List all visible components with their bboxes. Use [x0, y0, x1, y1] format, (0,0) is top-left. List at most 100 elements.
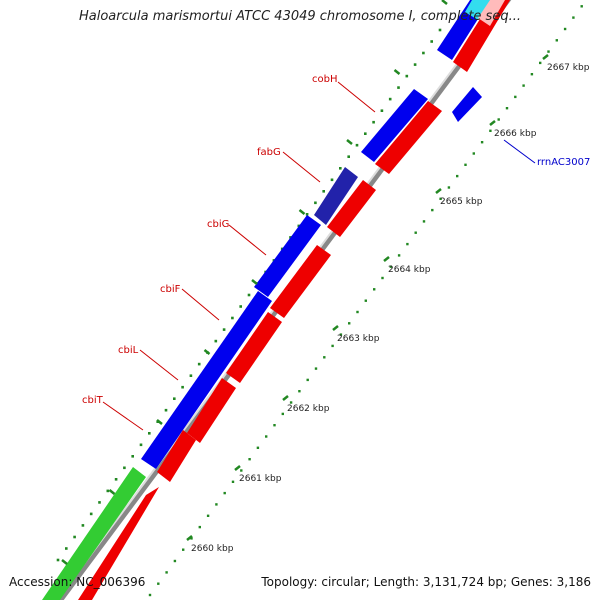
guide-dot	[397, 86, 400, 89]
guide-dot	[364, 299, 367, 302]
guide-dot	[106, 489, 110, 493]
cds-forward[interactable]	[361, 89, 428, 162]
guide-dot	[406, 242, 409, 246]
cds-reverse[interactable]	[157, 430, 196, 482]
guide-dot	[89, 512, 93, 516]
guide-dot	[389, 265, 392, 268]
connector-cbiG	[228, 224, 267, 256]
connector-rrnAC3007	[503, 139, 536, 164]
tick-2660	[186, 535, 193, 541]
guide-dot	[405, 74, 409, 78]
guide-dot	[314, 201, 317, 205]
gene-label-cobH[interactable]: cobH	[312, 74, 337, 85]
guide-dot	[198, 525, 201, 529]
gene-label-cbiF[interactable]: cbiF	[160, 284, 181, 295]
minor-tick	[156, 419, 163, 425]
gene-label-cbiT[interactable]: cbiT	[82, 395, 104, 406]
guide-dot	[148, 432, 151, 435]
minor-tick	[251, 279, 258, 285]
cds-reverse[interactable]	[375, 101, 442, 174]
guide-dot	[214, 339, 218, 343]
guide-dot	[505, 107, 509, 110]
guide-dot	[380, 109, 384, 112]
minor-tick	[298, 209, 306, 215]
guide-dot	[489, 129, 492, 132]
cds-forward-rrnAC3007[interactable]	[452, 87, 482, 122]
guide-dot	[305, 213, 309, 216]
connector-cobH	[337, 81, 376, 113]
gene-label-cbiG[interactable]: cbiG	[207, 219, 229, 230]
connector-cbiF	[181, 288, 220, 321]
cds-forward[interactable]	[254, 215, 321, 297]
guide-dot	[164, 408, 168, 412]
tick-label-2660: 2660 kbp	[191, 544, 234, 554]
guide-dot	[181, 385, 184, 389]
cds-cyan[interactable]	[465, 0, 490, 20]
guide-dot	[430, 40, 433, 43]
guide-dot	[248, 458, 251, 461]
guide-dots	[56, 5, 583, 597]
tick-label-2664: 2664 kbp	[388, 265, 431, 275]
guide-dot	[331, 344, 334, 348]
guide-dot	[373, 288, 376, 291]
guide-dot	[464, 163, 467, 166]
guide-dot	[472, 152, 475, 155]
guide-dot	[555, 39, 558, 42]
gene-label-rrnAC3007[interactable]: rrnAC3007	[537, 157, 590, 168]
guide-dot	[480, 141, 484, 144]
gene-label-cbiL[interactable]: cbiL	[118, 345, 139, 356]
cds-forward[interactable]	[141, 291, 272, 469]
connector-fabG	[282, 151, 321, 183]
guide-dot	[256, 446, 260, 449]
guide-dot	[580, 5, 583, 8]
cds-reverse[interactable]	[327, 180, 376, 237]
cds-reverse[interactable]	[453, 0, 510, 72]
guide-dot	[173, 559, 177, 563]
guide-dot	[388, 97, 392, 101]
guide-dot	[439, 197, 442, 200]
guide-dot	[65, 547, 68, 550]
guide-dot	[514, 95, 517, 99]
gene-label-connectors	[102, 81, 536, 431]
guide-dot	[189, 374, 193, 377]
gene-feature-green[interactable]	[42, 467, 146, 600]
cds-pink[interactable]	[478, 0, 505, 26]
minor-tick	[108, 489, 116, 495]
feature-track-outer	[42, 0, 490, 600]
guide-dot	[530, 73, 534, 76]
guide-dot	[247, 293, 251, 297]
guide-dot	[348, 322, 351, 325]
guide-dot	[522, 84, 525, 87]
guide-dot	[56, 558, 60, 562]
cds-reverse[interactable]	[270, 245, 331, 318]
guide-dot	[289, 401, 293, 404]
guide-dot	[413, 63, 417, 66]
gene-label-fabG[interactable]: fabG	[257, 147, 281, 158]
connector-cbiT	[102, 401, 144, 431]
guide-dot	[190, 537, 193, 540]
guide-dot	[372, 120, 375, 124]
guide-dot	[139, 443, 143, 447]
minor-tick	[61, 559, 68, 565]
cds-reverse[interactable]	[187, 378, 236, 443]
guide-dot	[231, 316, 234, 320]
cds-forward-selected[interactable]	[314, 167, 358, 225]
tick-2664	[383, 256, 390, 262]
tick-label-2665: 2665 kbp	[440, 197, 483, 207]
minor-tick	[346, 139, 353, 145]
cds-reverse[interactable]	[226, 312, 282, 383]
tick-label-2663: 2663 kbp	[337, 334, 380, 344]
guide-dot	[73, 535, 76, 539]
guide-dot	[157, 582, 160, 585]
cds-reverse[interactable]	[78, 487, 159, 600]
guide-dot	[572, 16, 575, 19]
tick-2667	[542, 54, 549, 60]
guide-dot	[114, 478, 118, 481]
guide-dot	[81, 524, 85, 527]
guide-dot	[98, 501, 101, 504]
guide-dot	[356, 310, 359, 314]
guide-dot	[223, 491, 226, 495]
guide-dot	[381, 276, 384, 280]
guide-dot	[197, 362, 201, 366]
